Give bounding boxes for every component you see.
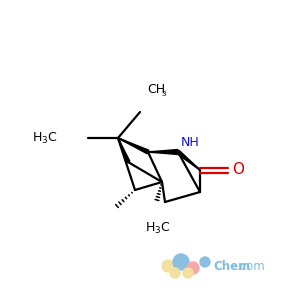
- Text: NH: NH: [181, 136, 200, 148]
- Text: .com: .com: [237, 260, 266, 272]
- Circle shape: [183, 268, 193, 278]
- Polygon shape: [118, 138, 149, 154]
- Text: H$_3$C: H$_3$C: [32, 130, 58, 146]
- Text: CH: CH: [147, 83, 165, 96]
- Text: $_3$: $_3$: [161, 89, 167, 99]
- Polygon shape: [118, 138, 130, 163]
- Circle shape: [200, 257, 210, 267]
- Polygon shape: [148, 149, 178, 154]
- Circle shape: [187, 262, 199, 274]
- Polygon shape: [177, 151, 200, 170]
- Circle shape: [173, 254, 189, 270]
- Text: H$_3$C: H$_3$C: [145, 220, 171, 236]
- Circle shape: [162, 260, 174, 272]
- Text: O: O: [232, 163, 244, 178]
- Circle shape: [170, 268, 180, 278]
- Text: Chem: Chem: [213, 260, 250, 272]
